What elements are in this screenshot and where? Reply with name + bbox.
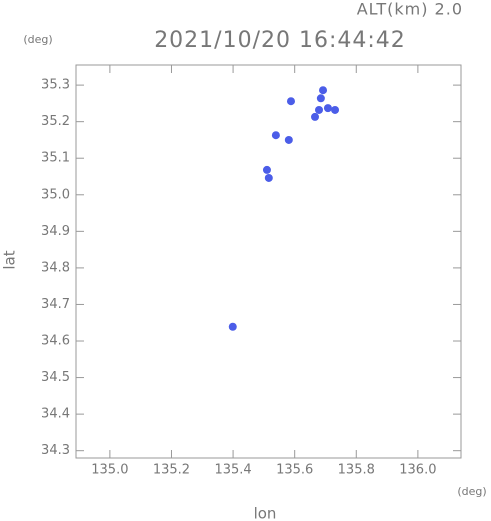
y-tick-label: 35.1 [41, 151, 70, 166]
echo-point [264, 173, 273, 182]
y-unit: (deg) [23, 33, 52, 46]
echo-point [262, 165, 271, 174]
x-tick-label: 135.2 [153, 463, 190, 478]
y-tick-label: 34.3 [41, 443, 70, 458]
y-tick-label: 34.4 [41, 407, 70, 422]
echo-point [323, 104, 332, 113]
y-axis-label: lat [1, 250, 19, 269]
echo-point [316, 94, 325, 103]
echo-point [284, 135, 293, 144]
y-tick-label: 34.7 [41, 297, 70, 312]
y-tick-label: 34.8 [41, 260, 70, 275]
echo-point [228, 322, 237, 331]
y-tick-label: 35.0 [41, 187, 70, 202]
echo-point [331, 105, 340, 114]
x-tick-label: 136.0 [399, 463, 436, 478]
x-tick-label: 135.4 [214, 463, 251, 478]
x-tick-label: 135.0 [91, 463, 128, 478]
subtitle: ALT(km) 2.0 [357, 0, 463, 19]
echo-point [315, 105, 324, 114]
y-tick-label: 34.5 [41, 370, 70, 385]
x-tick-label: 135.8 [338, 463, 375, 478]
echo-point [319, 86, 328, 95]
echo-point [311, 112, 320, 121]
x-tick-label: 135.6 [276, 463, 313, 478]
y-tick-label: 34.9 [41, 224, 70, 239]
y-tick-label: 34.6 [41, 334, 70, 349]
chart-title: 2021/10/20 16:44:42 [154, 28, 406, 53]
y-tick-label: 35.3 [41, 78, 70, 93]
plot-frame [75, 64, 462, 459]
x-axis-label: lon [254, 505, 277, 521]
y-tick-label: 35.2 [41, 114, 70, 129]
echo-point [271, 131, 280, 140]
x-unit: (deg) [457, 485, 486, 498]
echo-point [286, 97, 295, 106]
